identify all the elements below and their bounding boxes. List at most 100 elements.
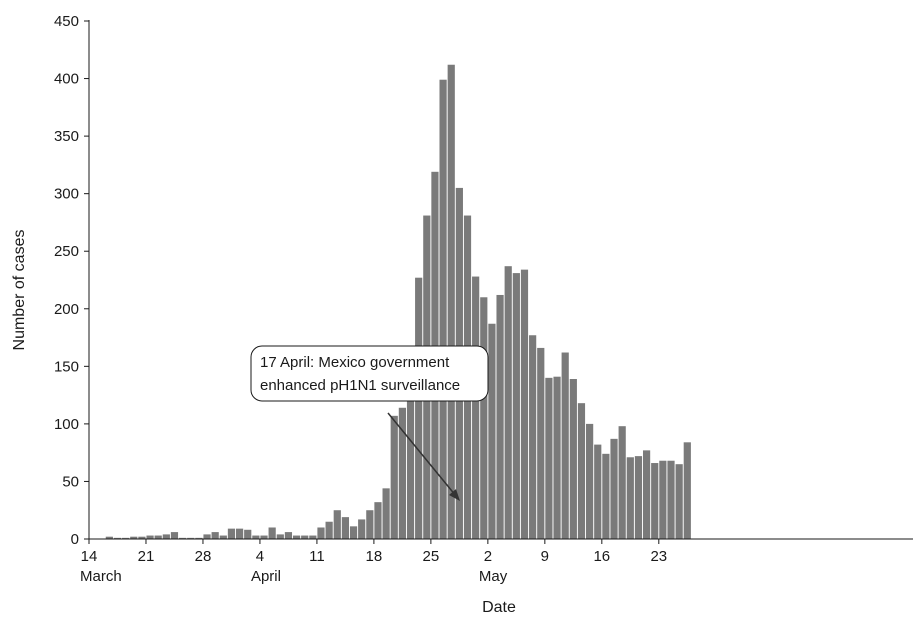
y-tick-label: 50 — [62, 473, 79, 490]
bar — [667, 460, 675, 539]
x-month-label: April — [251, 568, 281, 585]
bar — [472, 276, 480, 539]
bar — [162, 534, 170, 539]
bar — [529, 335, 537, 539]
y-tick-label: 0 — [71, 531, 79, 548]
y-tick-label: 450 — [54, 13, 79, 30]
bar — [480, 297, 488, 539]
bar — [333, 510, 341, 539]
bar — [374, 502, 382, 539]
bar — [651, 463, 659, 539]
y-tick-label: 400 — [54, 71, 79, 88]
y-tick-label: 150 — [54, 358, 79, 375]
bar — [358, 519, 366, 539]
bar — [105, 536, 113, 539]
bar — [154, 535, 162, 539]
x-tick-label: 9 — [541, 548, 549, 565]
x-tick-label: 21 — [138, 548, 155, 565]
bar — [496, 294, 504, 539]
bar — [219, 535, 227, 539]
bar — [447, 64, 455, 540]
bar — [504, 266, 512, 539]
bar — [586, 423, 594, 539]
annotation-arrow — [387, 412, 457, 497]
bar — [325, 521, 333, 539]
x-tick-label: 4 — [256, 548, 264, 565]
x-axis: 14 21 28 4 11 18 25 2 9 16 23 March April May — [80, 538, 913, 585]
annotation-box — [250, 345, 489, 402]
bar — [626, 457, 634, 539]
bar — [260, 535, 268, 539]
x-tick-label: 28 — [195, 548, 212, 565]
bar — [642, 450, 651, 539]
x-tick-label: 14 — [81, 548, 98, 565]
bar — [520, 269, 529, 539]
bar — [268, 527, 276, 539]
bar — [675, 464, 683, 539]
bar — [415, 277, 423, 539]
bar — [634, 456, 643, 539]
x-tick-label: 25 — [423, 548, 440, 565]
x-tick-label: 23 — [650, 548, 667, 565]
x-month-label: March — [80, 568, 122, 585]
x-tick-label: 16 — [593, 548, 610, 565]
bar — [602, 453, 610, 539]
bar — [406, 361, 415, 539]
y-axis: 0 50 100 150 200 250 300 350 400 450 — [54, 13, 90, 548]
y-tick-label: 250 — [54, 243, 79, 260]
bar — [317, 527, 325, 539]
bar — [187, 537, 195, 539]
bar — [130, 536, 138, 539]
bar — [366, 510, 374, 539]
bar — [341, 517, 350, 539]
bar — [594, 444, 602, 539]
y-tick-label: 100 — [54, 416, 79, 433]
bar — [569, 379, 577, 539]
bar — [301, 535, 309, 539]
bar — [349, 526, 358, 539]
x-axis-title: Date — [482, 599, 516, 616]
bar — [211, 532, 219, 539]
bar — [610, 438, 618, 539]
x-tick-label: 2 — [484, 548, 492, 565]
bar — [561, 352, 569, 539]
bar — [292, 535, 301, 539]
bar — [309, 535, 317, 539]
y-tick-label: 200 — [54, 301, 79, 318]
bar — [284, 532, 293, 539]
bar — [195, 537, 203, 539]
bar — [179, 537, 187, 539]
bar — [382, 488, 390, 539]
bar — [577, 403, 586, 539]
bars — [105, 64, 691, 540]
bar — [203, 534, 211, 539]
bar — [488, 323, 496, 539]
bar — [537, 347, 545, 539]
bar — [659, 460, 667, 539]
x-tick-label: 18 — [366, 548, 383, 565]
bar — [227, 528, 236, 539]
y-tick-label: 300 — [54, 186, 79, 203]
bar — [398, 407, 406, 539]
bar — [113, 537, 122, 539]
annotation-line-2: enhanced pH1N1 surveillance — [260, 377, 460, 394]
bar — [553, 376, 561, 539]
bar — [235, 528, 244, 539]
bar — [512, 273, 520, 539]
bar — [618, 426, 626, 539]
bar — [170, 532, 179, 539]
bar — [390, 415, 398, 539]
y-axis-title: Number of cases — [11, 230, 28, 351]
bar — [545, 377, 553, 539]
bar — [138, 536, 146, 539]
bar — [439, 79, 447, 540]
y-tick-label: 350 — [54, 128, 79, 145]
annotation-line-1: 17 April: Mexico government — [260, 354, 450, 371]
bar — [683, 442, 691, 539]
annotation-arrowhead — [449, 489, 460, 501]
bar — [244, 529, 252, 539]
bar — [252, 535, 260, 539]
annotation: 17 April: Mexico government enhanced pH1… — [250, 345, 489, 501]
x-month-label: May — [479, 568, 508, 585]
